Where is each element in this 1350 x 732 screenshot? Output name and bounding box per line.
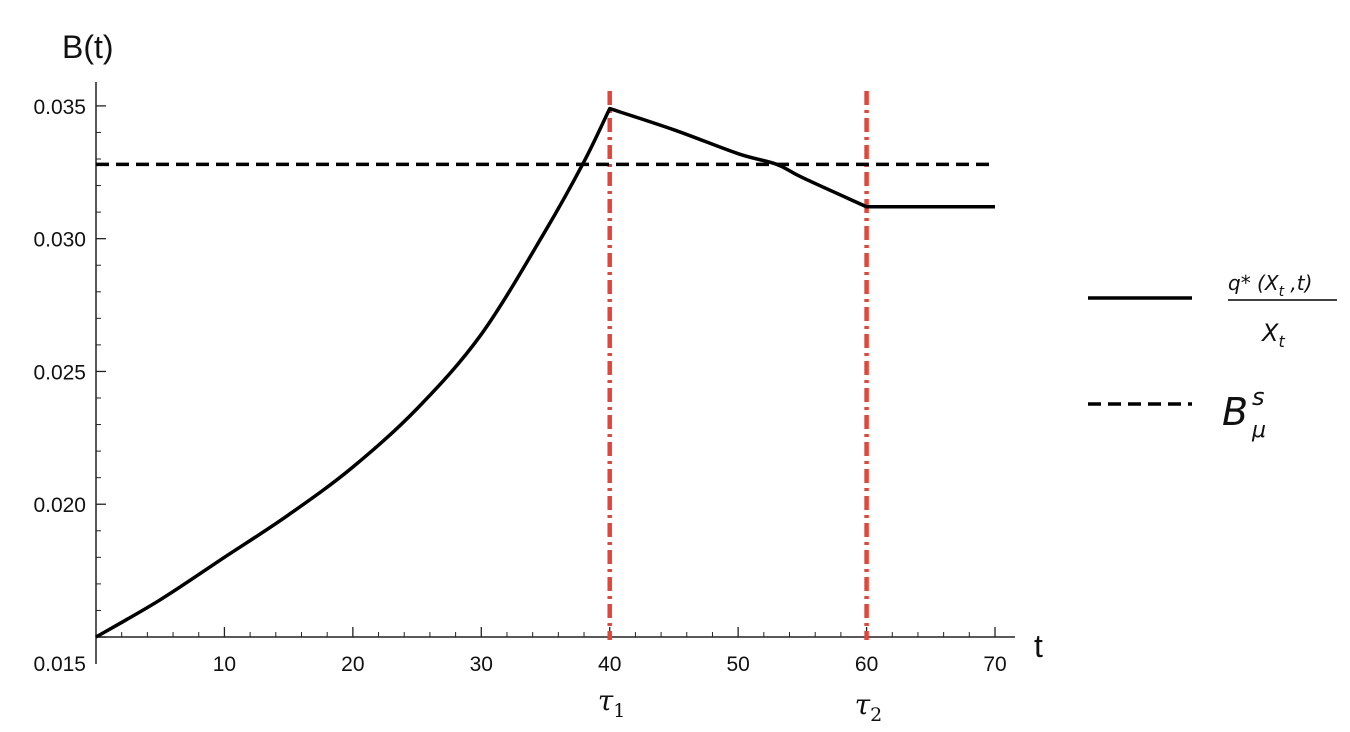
y-tick-label: 0.025 (33, 361, 86, 384)
x-tick-label: 60 (855, 653, 878, 676)
x-tick-label: 30 (470, 653, 493, 676)
x-tick-label: 20 (341, 653, 364, 676)
tau-2-label: τ2 (855, 688, 883, 726)
y-axis-title: B(t) (62, 29, 114, 65)
x-tick-label: 10 (213, 653, 236, 676)
legend-entry-2-sub: μ (1251, 418, 1266, 443)
series-solid-line (95, 106, 995, 639)
legend-entry-1-numerator: q* (Xt ,t) (1228, 271, 1312, 300)
tau-1-label: τ1 (598, 684, 626, 722)
x-tick-label: 50 (726, 653, 749, 676)
y-tick-label: 0.035 (33, 96, 86, 119)
y-tick-label: 0.020 (33, 494, 86, 517)
legend: q* (Xt ,t) Xt B s μ (1088, 271, 1337, 443)
y-tick-label: 0.030 (33, 229, 86, 252)
legend-entry-2-sup: s (1252, 383, 1265, 411)
y-tick-label: 0.015 (33, 653, 86, 676)
x-tick-label: 70 (983, 653, 1006, 676)
legend-entry-2-label: B (1222, 390, 1248, 434)
x-tick-label: 40 (598, 653, 621, 676)
x-axis-title: t (1034, 628, 1043, 664)
legend-entry-1-denominator: Xt (1260, 319, 1285, 351)
